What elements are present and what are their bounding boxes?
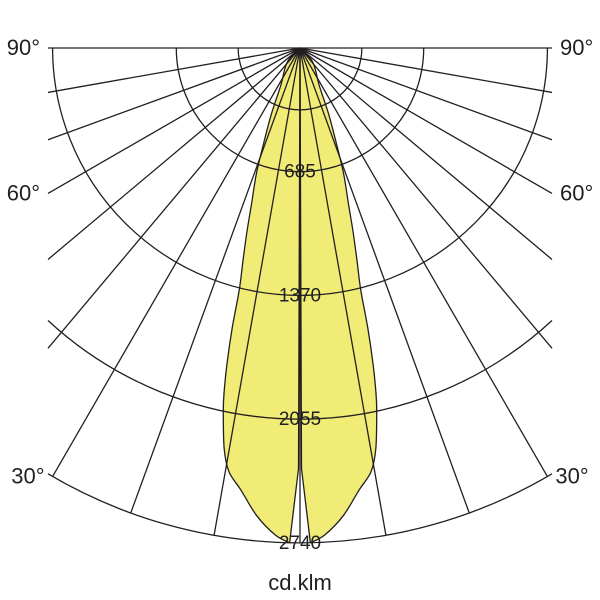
svg-text:60°: 60° (560, 180, 593, 205)
svg-text:2740: 2740 (279, 533, 321, 554)
svg-text:2055: 2055 (279, 409, 321, 430)
svg-text:30°: 30° (11, 464, 44, 489)
svg-text:cd.klm: cd.klm (268, 570, 332, 595)
svg-text:1370: 1370 (279, 285, 321, 306)
svg-text:90°: 90° (7, 35, 40, 60)
svg-text:90°: 90° (560, 35, 593, 60)
svg-text:60°: 60° (7, 180, 40, 205)
svg-text:685: 685 (284, 162, 316, 183)
svg-text:30°: 30° (555, 464, 588, 489)
